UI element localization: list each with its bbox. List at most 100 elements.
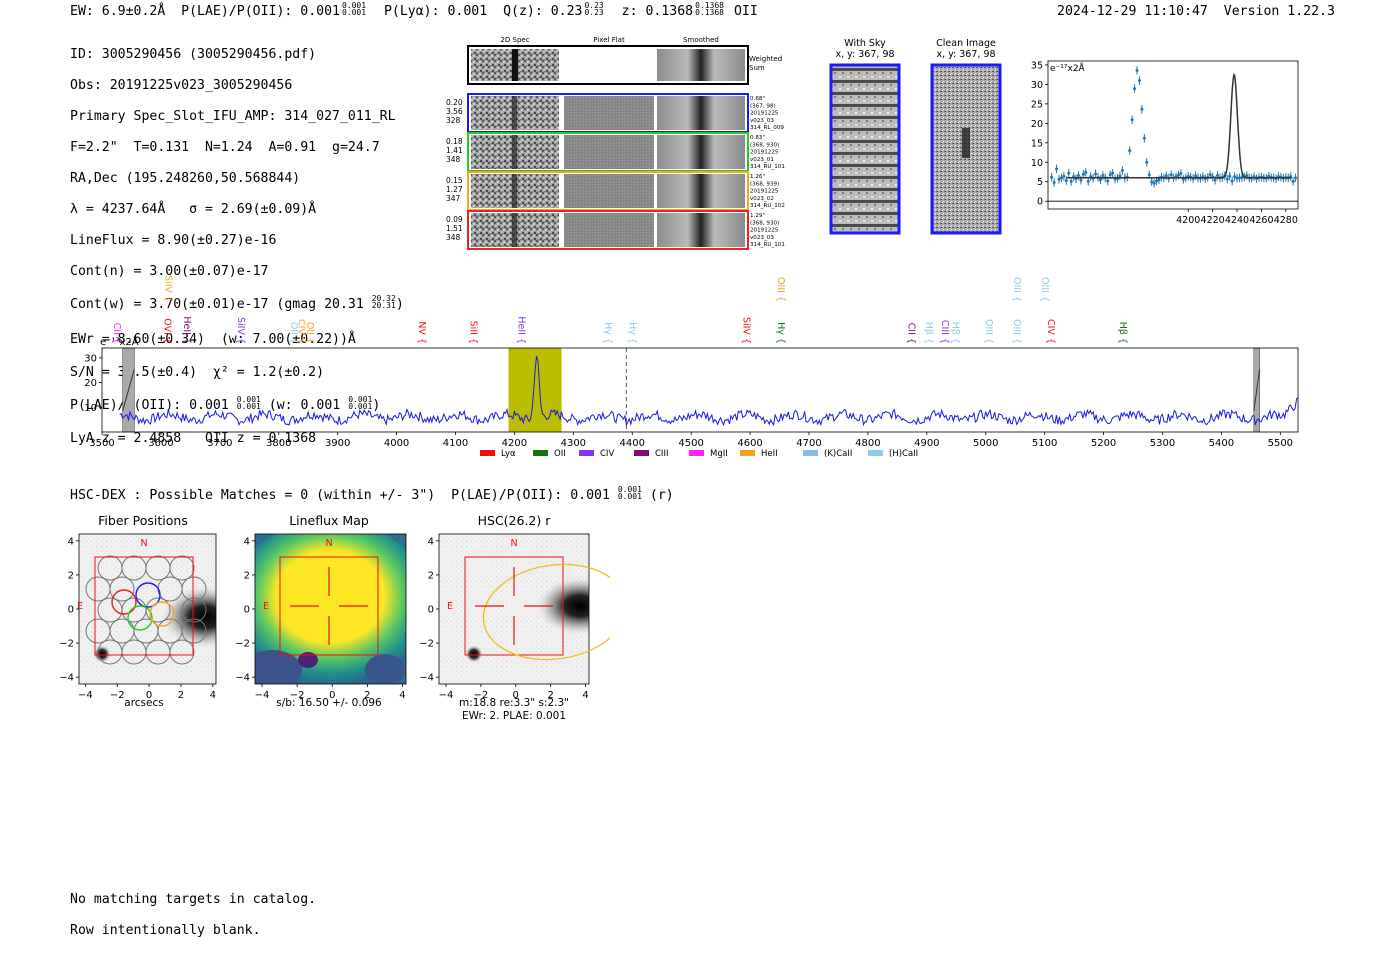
fit-data-point (1152, 181, 1156, 185)
fit-xtick-label: 4260 (1249, 215, 1273, 225)
col-smoothed-label: Smoothed (683, 36, 719, 44)
spectrum-xtick-label: 4900 (914, 438, 939, 449)
fit-data-point (1267, 174, 1271, 178)
hsc-info-2: EWr: 2. PLAE: 0.001 (462, 710, 566, 722)
axis-ytick-label: 4 (244, 536, 250, 547)
fit-data-point (1179, 172, 1183, 176)
cutout-smoothed (657, 213, 745, 247)
fit-ytick-label: 10 (1031, 158, 1043, 169)
axis-xtick-label: −2 (473, 690, 488, 701)
fit-ytick-label: 20 (1031, 119, 1043, 130)
legend-label: OII (554, 449, 566, 459)
spectrum-line-marker: OIII { (1011, 277, 1022, 302)
lineflux-sb: s/b: 16.50 +/- 0.096 (276, 697, 382, 709)
cutout-right-value: 314_RU_101 (750, 164, 785, 170)
axis-ytick-label: 4 (68, 536, 74, 547)
spectrum-line-marker: CII { (905, 323, 916, 344)
cutout-smoothed (657, 135, 745, 169)
cutout-right-value: v023_02 (750, 196, 774, 202)
cutout-right-value: 314_RU_102 (750, 203, 785, 209)
fiber-aperture-box (94, 556, 194, 656)
cutout-left-value: 0.09 (446, 215, 463, 224)
cutout-right-value: v023_03 (750, 118, 774, 124)
fit-data-point (1084, 170, 1088, 174)
fit-data-point (1120, 168, 1124, 172)
axis-ytick-label: 2 (244, 570, 250, 581)
cutout-row-frame (467, 210, 749, 250)
axis-xtick-label: 4 (399, 690, 405, 701)
fit-data-point (1291, 179, 1295, 183)
legend-label: (K)CaII (824, 449, 852, 459)
info-sn: S/N = 36.5(±0.4) χ² = 1.2(±0.2) (70, 364, 325, 380)
cutout-right-value: 1.26" (750, 174, 765, 180)
info-contw-end: ) (395, 296, 404, 312)
footer: No matching targets in catalog. Row inte… (70, 876, 316, 954)
fit-data-point (1111, 171, 1115, 175)
header-z-lo: 0.1368 (695, 8, 724, 17)
weighted-sum-label-1: Weighted (749, 55, 782, 63)
cutout-smoothed (657, 96, 745, 130)
fiber-circles (85, 555, 207, 665)
fit-data-point (1181, 177, 1185, 181)
fit-data-point (1098, 178, 1102, 182)
legend-label: HeII (761, 449, 778, 459)
cutout-left-value: 3.56 (446, 107, 463, 116)
spectrum-line-marker: OIII { (983, 319, 994, 344)
fit-ytick-label: 25 (1031, 99, 1043, 110)
cutout-left-value: 0.20 (446, 98, 463, 107)
fit-data-point (1133, 87, 1137, 91)
fit-xtick-label: 4200 (1176, 215, 1200, 225)
legend-swatch (579, 450, 594, 456)
legend-swatch (634, 450, 649, 456)
fit-data-point (1140, 107, 1144, 111)
spectrum-xtick-label: 3600 (148, 438, 173, 449)
spectrum-xtick-label: 4200 (502, 438, 527, 449)
fiber-positions-title: Fiber Positions (98, 513, 188, 528)
cutout-line-core (512, 174, 517, 208)
cutout-panel: 2D Spec Pixel Flat Smoothed Weighted Sum… (446, 36, 785, 250)
cutout-right-value: (367, 98) (750, 103, 776, 109)
axis-xtick-label: −2 (290, 690, 305, 701)
fiber-xlabel: arcsecs (124, 697, 163, 709)
axis-xtick-label: 2 (178, 690, 184, 701)
spectrum-xtick-label: 4100 (443, 438, 468, 449)
info-id: ID: 3005290456 (3005290456.pdf) (70, 46, 317, 62)
cutout-left-value: 1.41 (446, 146, 463, 155)
info-radec: RA,Dec (195.248260,50.568844) (70, 170, 301, 186)
cutout-right-value: 20191225 (750, 228, 779, 234)
fit-data-point (1228, 174, 1232, 178)
fit-data-point (1237, 176, 1241, 180)
fit-data-point (1128, 149, 1132, 153)
lineflux-east-label: E (263, 601, 269, 612)
spectrum-xtick-label: 3900 (325, 438, 350, 449)
spectrum-mask-hatch (1253, 368, 1261, 412)
fiber-red (111, 589, 137, 615)
info-plae-hi: 0.001 (236, 394, 261, 404)
info-gmag-hi: 20.32 (371, 293, 396, 303)
spectrum-xtick-label: 5200 (1091, 438, 1116, 449)
fit-model-curve (1066, 73, 1292, 179)
lineflux-map-title: Lineflux Map (289, 513, 369, 528)
spectrum-line-marker: OII { (288, 322, 299, 344)
cutout-smoothed (657, 174, 745, 208)
legend-label: Lyα (501, 449, 516, 459)
col-pixel-flat-label: Pixel Flat (593, 36, 625, 44)
info-gmag-lo: 20.31 (371, 300, 396, 310)
fiber-orange (149, 601, 175, 627)
fit-data-point (1076, 174, 1080, 178)
spectrum-xtick-label: 5000 (973, 438, 998, 449)
spectrum-line-marker: OII { (304, 322, 315, 344)
info-plae-lo: 0.001 (236, 401, 261, 411)
hsc-title: HSC(26.2) r (478, 513, 552, 528)
spectrum-line-marker: SiIV { (162, 275, 173, 302)
fit-data-point (1094, 172, 1098, 176)
sky-clean-panels (829, 63, 1002, 235)
fit-xtick-label: 4220 (1201, 215, 1225, 225)
axis-ytick-label: −4 (59, 673, 74, 684)
fit-data-point (1067, 171, 1071, 175)
hsc-north-label: N (510, 538, 517, 549)
spectrum-xtick-label: 5500 (1268, 438, 1293, 449)
spectrum-line-marker: Hβ { (1117, 322, 1128, 344)
cutout-right-value: (368, 939) (750, 181, 779, 187)
